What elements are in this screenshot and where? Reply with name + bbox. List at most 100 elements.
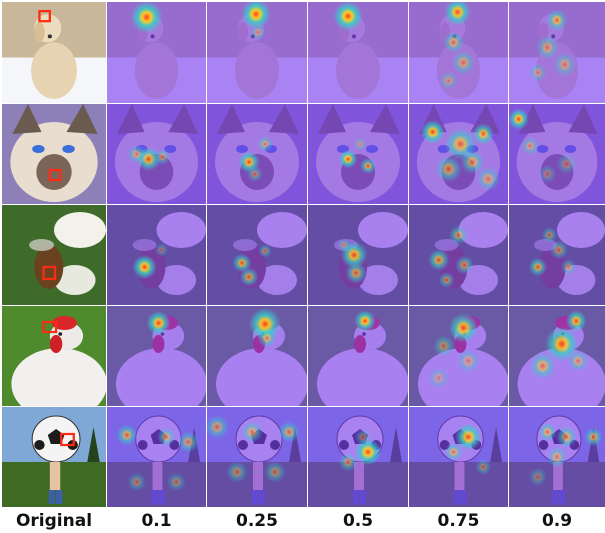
attention-hotspot xyxy=(528,257,547,277)
original-photo-cat xyxy=(2,104,106,204)
column-label-original: Original xyxy=(15,511,93,531)
attention-hotspot xyxy=(449,225,468,245)
attention-hotspot xyxy=(565,310,587,332)
query-box xyxy=(48,168,62,182)
attention-hotspot xyxy=(528,63,547,83)
attention-hotspot xyxy=(249,24,267,41)
attention-map-dog-r025 xyxy=(207,2,307,103)
attention-hotspot xyxy=(338,452,358,472)
original-photo-dog xyxy=(2,2,106,103)
attention-map-soccer-ball-r075 xyxy=(409,407,508,507)
attention-hotspot xyxy=(428,367,450,389)
attention-hotspot xyxy=(338,149,358,169)
column-label-0-75: 0.75 xyxy=(437,511,480,531)
attention-map-cat-r010 xyxy=(107,104,206,204)
query-box xyxy=(42,265,57,281)
attention-map-dog-r090 xyxy=(509,2,605,103)
attention-hotspot xyxy=(456,348,481,374)
attention-hotspot xyxy=(264,461,286,483)
attention-hotspot xyxy=(239,267,259,287)
query-box xyxy=(42,320,58,334)
attention-hotspot xyxy=(354,310,376,332)
attention-hotspot xyxy=(546,446,568,468)
column-label-0-25: 0.25 xyxy=(236,511,278,531)
attention-hotspot xyxy=(475,458,492,476)
attention-hotspot xyxy=(154,148,171,166)
attention-map-rooster-r010 xyxy=(107,306,206,406)
attention-hotspot xyxy=(556,153,577,175)
attention-hotspot xyxy=(439,71,458,91)
attention-map-cat-r075 xyxy=(409,104,508,204)
attention-hotspot xyxy=(455,255,474,275)
attention-hotspot xyxy=(333,2,363,32)
attention-hotspot xyxy=(359,157,377,175)
attention-hotspot xyxy=(257,328,277,348)
attention-hotspot xyxy=(476,166,501,192)
attention-map-insect-r025 xyxy=(207,205,307,305)
attention-hotspot xyxy=(442,31,465,54)
attention-hotspot xyxy=(157,427,176,447)
attention-map-insect-r090 xyxy=(509,205,605,305)
attention-hotspot xyxy=(556,426,577,448)
attention-hotspot xyxy=(444,442,463,462)
attention-hotspot xyxy=(207,414,230,440)
attention-hotspot xyxy=(535,35,560,60)
attention-map-insect-r050 xyxy=(308,205,408,305)
attention-hotspot xyxy=(538,164,557,184)
attention-map-rooster-r025 xyxy=(207,306,307,406)
attention-hotspot xyxy=(127,472,147,492)
attention-hotspot xyxy=(130,2,163,34)
attention-map-rooster-r075 xyxy=(409,306,508,406)
attention-hotspot xyxy=(337,238,351,252)
attention-hotspot xyxy=(428,249,450,271)
attention-hotspot xyxy=(546,9,568,32)
attention-hotspot xyxy=(132,254,157,280)
attention-hotspot xyxy=(246,165,264,183)
attention-hotspot xyxy=(567,350,589,372)
attention-hotspot xyxy=(256,135,274,153)
attention-hotspot xyxy=(553,52,577,77)
attention-hotspot xyxy=(241,2,271,30)
query-box xyxy=(60,432,75,447)
attention-hotspot xyxy=(177,431,199,453)
attention-hotspot xyxy=(521,136,540,156)
attention-hotspot xyxy=(438,271,455,289)
original-photo-soccer-ball xyxy=(2,407,106,507)
column-label-0-5: 0.5 xyxy=(342,511,374,531)
attention-hotspot xyxy=(241,421,263,443)
column-label-0-1: 0.1 xyxy=(141,511,172,531)
attention-hotspot xyxy=(435,155,462,183)
attention-map-dog-r050 xyxy=(308,2,408,103)
attention-hotspot xyxy=(420,119,445,145)
attention-map-rooster-r050 xyxy=(308,306,408,406)
attention-map-soccer-ball-r025 xyxy=(207,407,307,507)
attention-hotspot xyxy=(460,149,485,175)
query-box xyxy=(38,9,51,23)
attention-hotspot xyxy=(354,428,372,446)
attention-map-dog-r075 xyxy=(409,2,508,103)
attention-map-soccer-ball-r010 xyxy=(107,407,206,507)
attention-hotspot xyxy=(146,310,171,336)
attention-hotspot xyxy=(127,144,147,164)
attention-hotspot xyxy=(529,352,556,380)
column-label-0-9: 0.9 xyxy=(541,511,573,531)
attention-hotspot xyxy=(538,422,557,442)
attention-map-insect-r075 xyxy=(409,205,508,305)
attention-hotspot xyxy=(549,240,568,260)
attention-hotspot xyxy=(345,262,367,284)
attention-hotspot xyxy=(278,421,300,443)
attention-hotspot xyxy=(116,424,138,446)
attention-map-rooster-r090 xyxy=(509,306,605,406)
attention-hotspot xyxy=(544,326,579,362)
attention-map-insect-r010 xyxy=(107,205,206,305)
original-photo-insect xyxy=(2,205,106,305)
attention-hotspot xyxy=(472,123,494,145)
attention-hotspot xyxy=(444,2,471,26)
attention-hotspot xyxy=(258,244,272,258)
attention-map-soccer-ball-r090 xyxy=(509,407,605,507)
attention-map-cat-r090 xyxy=(509,104,605,204)
attention-hotspot xyxy=(166,472,186,492)
attention-map-cat-r050 xyxy=(308,104,408,204)
attention-hotspot xyxy=(226,461,248,483)
